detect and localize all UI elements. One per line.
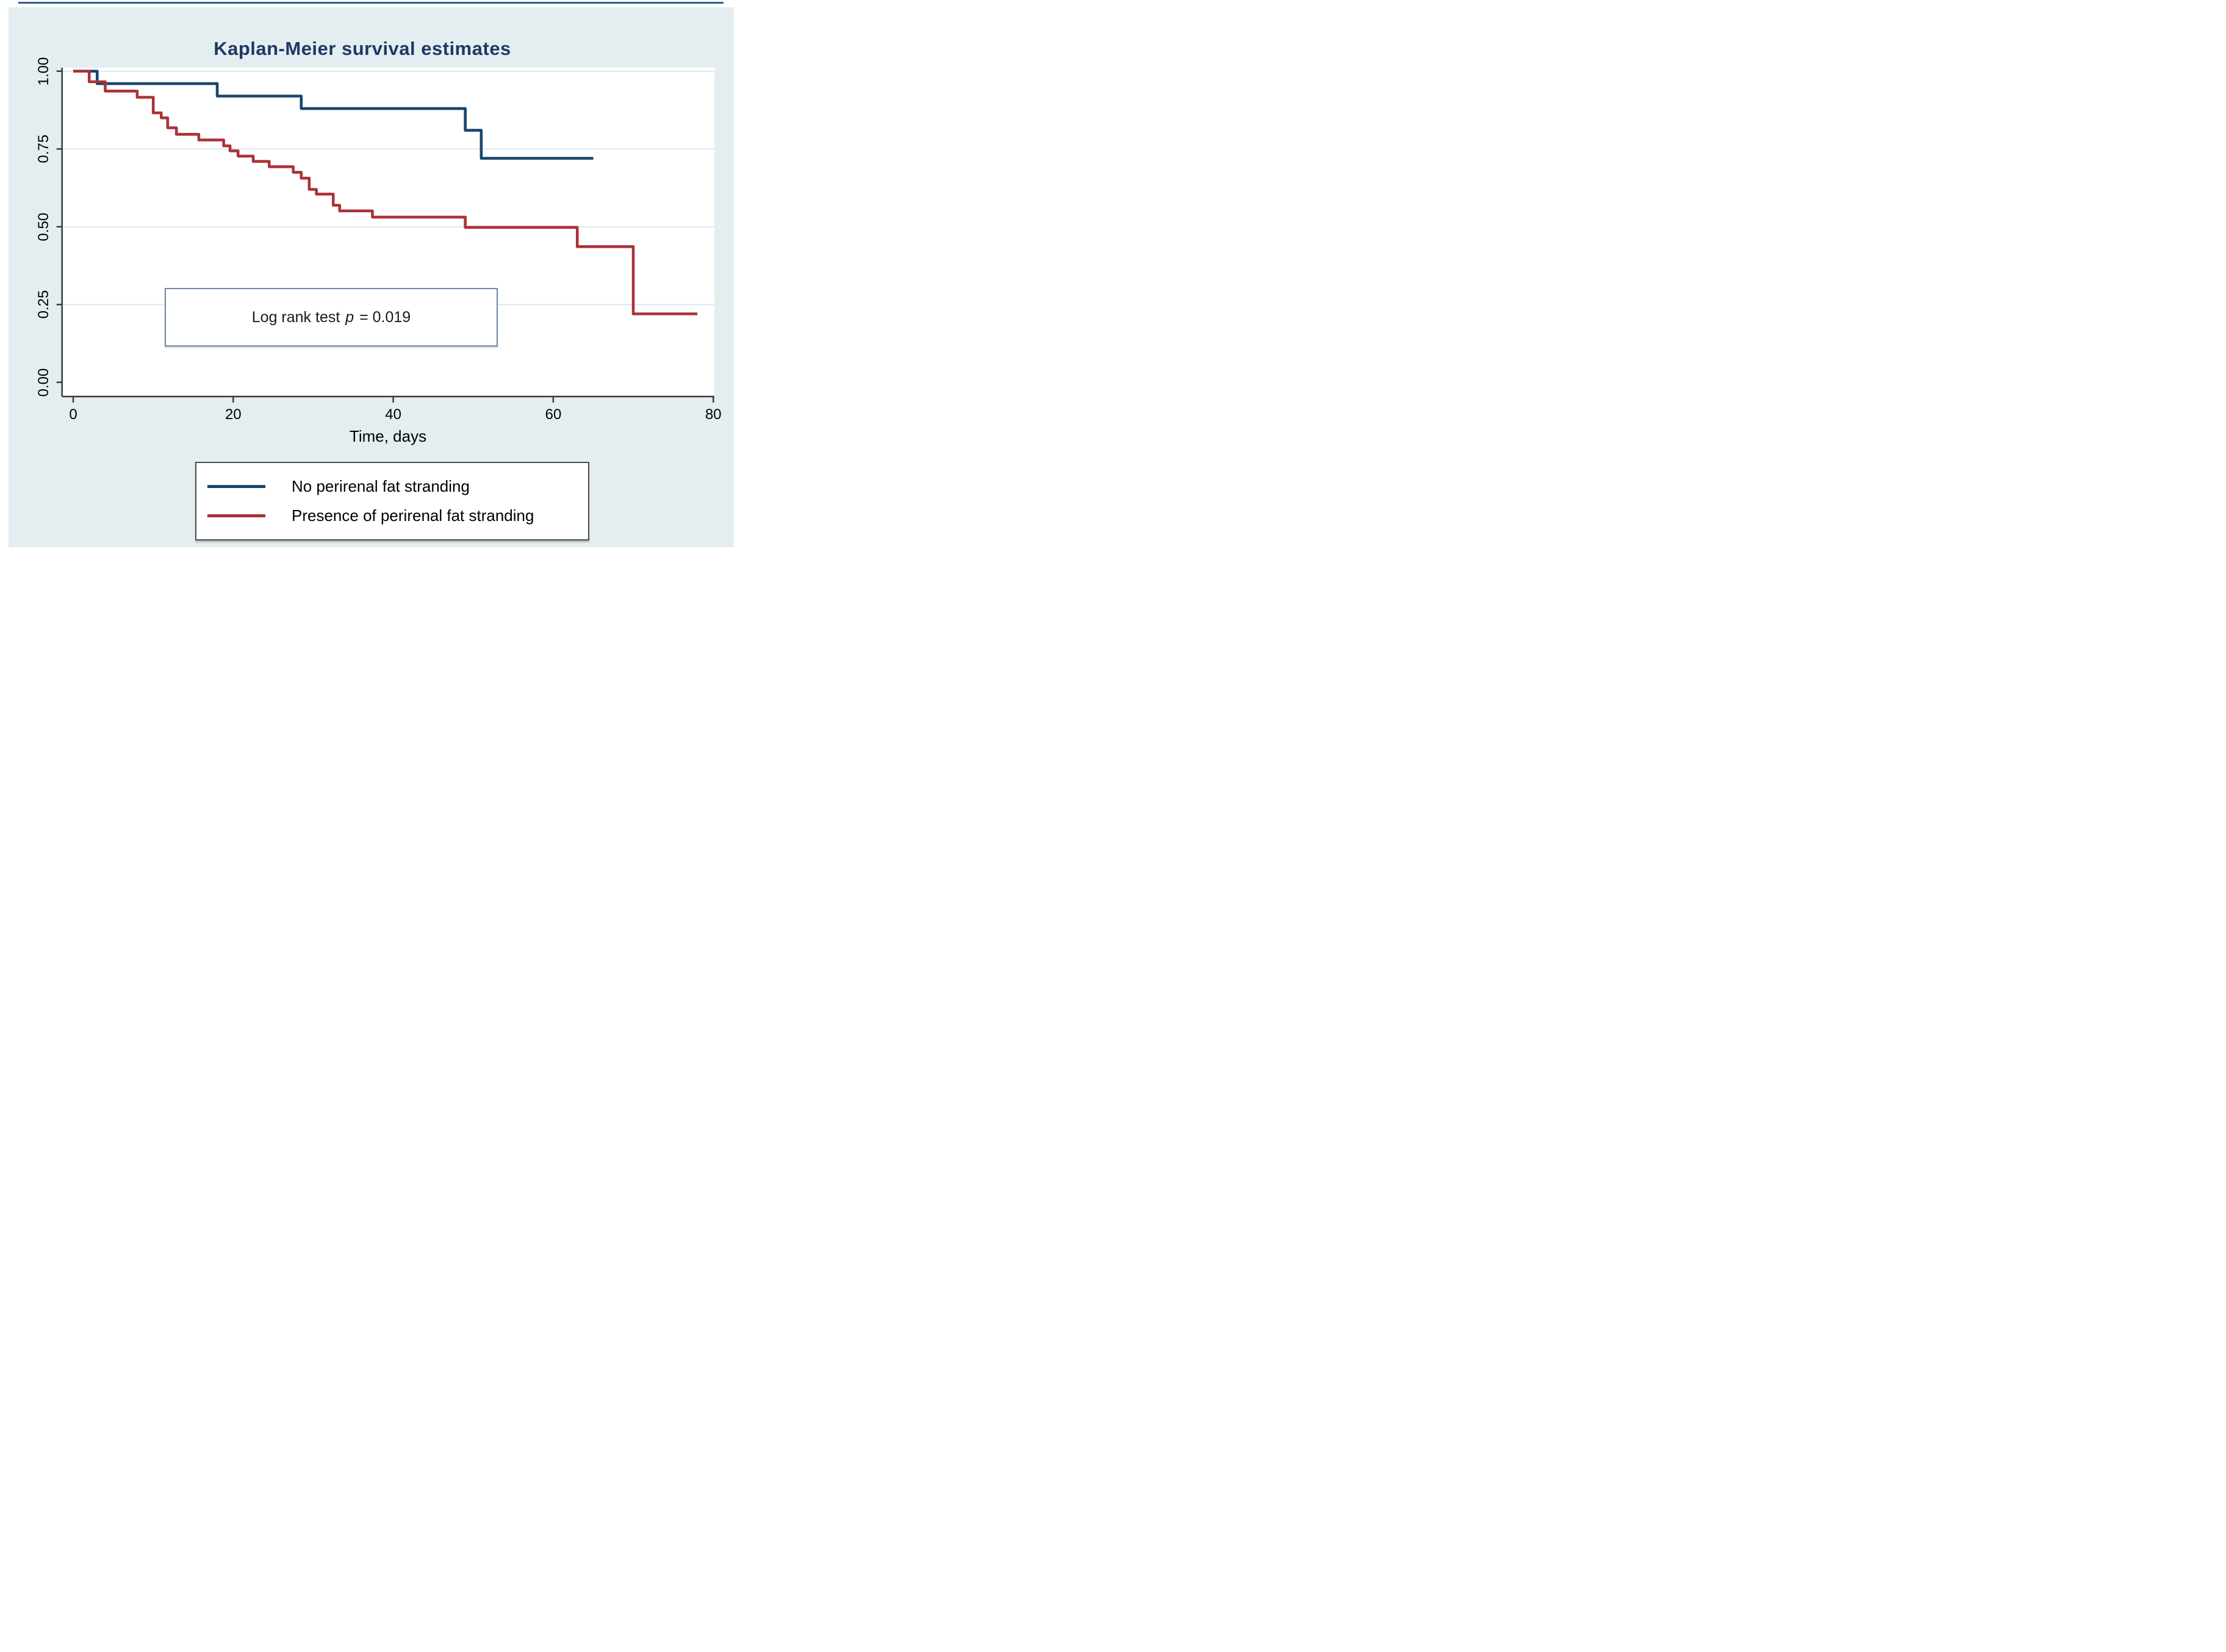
annotation-text-before: Log rank test bbox=[251, 308, 340, 326]
y-tick-label-0.75: 0.75 bbox=[35, 134, 52, 163]
x-tick-label-0: 0 bbox=[69, 406, 77, 423]
annotation-text-after: = 0.019 bbox=[359, 308, 411, 326]
km-curve-stranding bbox=[73, 70, 698, 315]
legend-label-stranding: Presence of perirenal fat stranding bbox=[292, 506, 534, 525]
legend-row-no-stranding: No perirenal fat stranding bbox=[196, 476, 588, 497]
legend-label-no-stranding: No perirenal fat stranding bbox=[292, 477, 470, 495]
x-tick-label-20: 20 bbox=[224, 406, 242, 423]
y-tick-label-0.50: 0.50 bbox=[35, 212, 52, 242]
x-tick-label-40: 40 bbox=[385, 406, 401, 423]
x-tick-label-80: 80 bbox=[705, 406, 722, 423]
legend-line-red bbox=[207, 514, 265, 517]
chart-title: Kaplan-Meier survival estimates bbox=[214, 38, 511, 59]
y-tick-label-0.25: 0.25 bbox=[35, 290, 52, 319]
y-tick-label-0.00: 0.00 bbox=[35, 368, 52, 397]
annotation-stat-symbol: p bbox=[345, 308, 354, 326]
x-axis-title: Time, days bbox=[349, 427, 427, 445]
document-top-rule bbox=[18, 2, 723, 4]
legend-row-stranding: Presence of perirenal fat stranding bbox=[196, 506, 588, 526]
figure-canvas: Kaplan-Meier survival estimates 1.00 0.75… bbox=[0, 0, 742, 551]
legend-line-blue bbox=[207, 485, 265, 488]
legend: No perirenal fat stranding Presence of p… bbox=[195, 462, 589, 540]
x-tick-label-60: 60 bbox=[545, 406, 562, 423]
y-tick-label-1.00: 1.00 bbox=[35, 57, 52, 86]
log-rank-annotation: Log rank test p = 0.019 bbox=[165, 288, 498, 347]
